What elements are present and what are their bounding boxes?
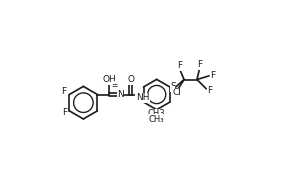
- Text: =: =: [111, 81, 118, 90]
- Text: F: F: [210, 71, 215, 80]
- Text: CH₃: CH₃: [149, 115, 164, 124]
- Text: CH3: CH3: [148, 109, 166, 118]
- Text: F: F: [177, 61, 182, 70]
- Text: S: S: [170, 83, 176, 91]
- Text: OH: OH: [103, 75, 116, 84]
- Text: Cl: Cl: [172, 88, 181, 97]
- Text: F: F: [62, 108, 67, 117]
- Text: O: O: [127, 75, 134, 84]
- Text: NH: NH: [136, 93, 149, 102]
- Text: F: F: [61, 87, 67, 96]
- Text: F: F: [197, 60, 202, 69]
- Text: N: N: [117, 90, 124, 99]
- Text: F: F: [207, 86, 212, 95]
